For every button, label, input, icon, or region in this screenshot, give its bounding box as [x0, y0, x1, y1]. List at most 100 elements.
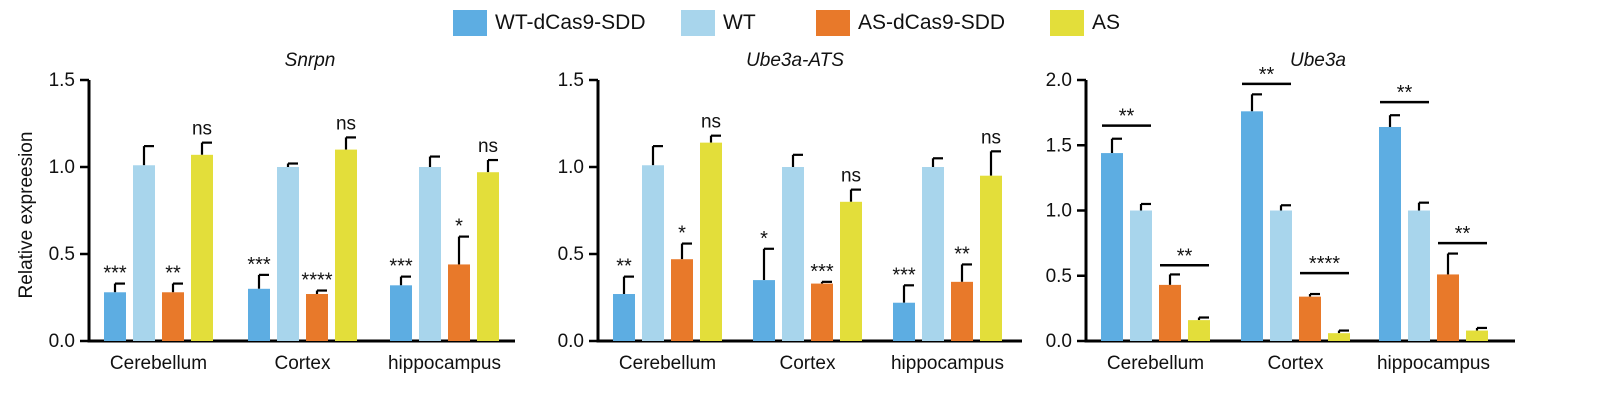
legend-swatch	[1050, 10, 1084, 36]
x-category-label: Cortex	[1268, 353, 1324, 374]
significance-label: *	[760, 228, 768, 250]
legend-item-as: AS	[1050, 10, 1120, 36]
bar	[448, 264, 470, 341]
significance-label: ns	[336, 113, 356, 134]
significance-label: ns	[841, 166, 861, 187]
significance-label: ns	[701, 112, 721, 133]
significance-label: **	[954, 243, 970, 265]
bar	[1408, 210, 1430, 341]
bar	[306, 294, 328, 341]
bar	[700, 142, 722, 341]
significance-label: **	[1259, 64, 1275, 86]
bar	[671, 259, 693, 341]
bar	[248, 288, 270, 341]
significance-label: ***	[892, 264, 916, 286]
chart-title: Ube3a-ATS	[746, 50, 844, 71]
bar	[980, 175, 1002, 341]
bar	[753, 280, 775, 341]
x-category-label: Cerebellum	[619, 353, 716, 374]
bar	[1101, 153, 1123, 341]
bar	[1188, 320, 1210, 341]
y-tick-label: 0.5	[1046, 266, 1072, 287]
y-axis-label: Relative expreesion	[16, 132, 37, 299]
significance-label: **	[165, 263, 181, 285]
bar	[951, 281, 973, 341]
significance-label: ***	[389, 256, 413, 278]
bar	[104, 292, 126, 341]
chart-title: Snrpn	[285, 50, 336, 71]
bar	[1379, 126, 1401, 341]
y-tick-label: 0.0	[49, 331, 75, 352]
bar	[893, 302, 915, 341]
bar	[1159, 284, 1181, 341]
significance-label: ns	[478, 136, 498, 157]
y-tick-label: 1.0	[558, 157, 584, 178]
significance-label: ****	[1309, 253, 1340, 275]
bar	[1466, 330, 1488, 341]
bar	[477, 172, 499, 341]
significance-label: ns	[981, 127, 1001, 148]
bar	[1241, 111, 1263, 341]
y-tick-label: 2.0	[1046, 70, 1072, 91]
bar	[277, 167, 299, 341]
x-category-label: hippocampus	[388, 353, 501, 374]
x-category-label: Cerebellum	[1107, 353, 1204, 374]
bar	[335, 149, 357, 341]
significance-label: ***	[810, 261, 834, 283]
y-tick-label: 0.0	[1046, 331, 1072, 352]
significance-label: *	[455, 216, 463, 238]
significance-label: ***	[103, 263, 127, 285]
significance-label: **	[616, 256, 632, 278]
legend-item-wt-dcas9-sdd: WT-dCas9-SDD	[453, 10, 646, 36]
significance-label: **	[1397, 82, 1413, 104]
legend-label: AS	[1092, 11, 1121, 34]
bar	[191, 154, 213, 341]
significance-label: ****	[301, 270, 332, 292]
y-tick-label: 0.0	[558, 331, 584, 352]
bar	[390, 285, 412, 341]
legend-swatch	[453, 10, 487, 36]
significance-label: **	[1455, 223, 1471, 245]
significance-label: ***	[247, 254, 271, 276]
x-category-label: Cortex	[780, 353, 836, 374]
legend-item-wt: WT	[681, 10, 756, 36]
significance-label: ns	[192, 119, 212, 140]
y-tick-label: 1.5	[558, 70, 584, 91]
y-tick-label: 1.0	[49, 157, 75, 178]
bar	[133, 165, 155, 341]
legend-swatch	[681, 10, 715, 36]
bar	[162, 292, 184, 341]
legend-label: AS-dCas9-SDD	[858, 11, 1006, 34]
y-tick-label: 1.5	[49, 70, 75, 91]
bar	[642, 165, 664, 341]
legend-label: WT	[723, 11, 756, 34]
bar	[1130, 210, 1152, 341]
bar	[840, 201, 862, 341]
bar	[811, 283, 833, 341]
bar	[419, 167, 441, 341]
bar	[1270, 210, 1292, 341]
bar	[613, 294, 635, 341]
y-tick-label: 0.5	[558, 244, 584, 265]
y-tick-label: 0.5	[49, 244, 75, 265]
bar	[782, 167, 804, 341]
bar	[1299, 296, 1321, 341]
significance-label: **	[1177, 245, 1193, 267]
legend-item-as-dcas9-sdd: AS-dCas9-SDD	[816, 10, 1005, 36]
x-category-label: Cerebellum	[110, 353, 207, 374]
significance-label: *	[678, 223, 686, 245]
legend-swatch	[816, 10, 850, 36]
y-tick-label: 1.0	[1046, 201, 1072, 222]
bar	[922, 167, 944, 341]
chart-title: Ube3a	[1290, 50, 1346, 71]
bar	[1437, 274, 1459, 341]
bar	[1328, 333, 1350, 341]
x-category-label: Cortex	[275, 353, 331, 374]
significance-label: **	[1119, 106, 1135, 128]
legend-label: WT-dCas9-SDD	[495, 11, 646, 34]
legend: WT-dCas9-SDD WT AS-dCas9-SDD AS	[0, 0, 1602, 46]
x-category-label: hippocampus	[1377, 353, 1490, 374]
x-category-label: hippocampus	[891, 353, 1004, 374]
y-tick-label: 1.5	[1046, 135, 1072, 156]
